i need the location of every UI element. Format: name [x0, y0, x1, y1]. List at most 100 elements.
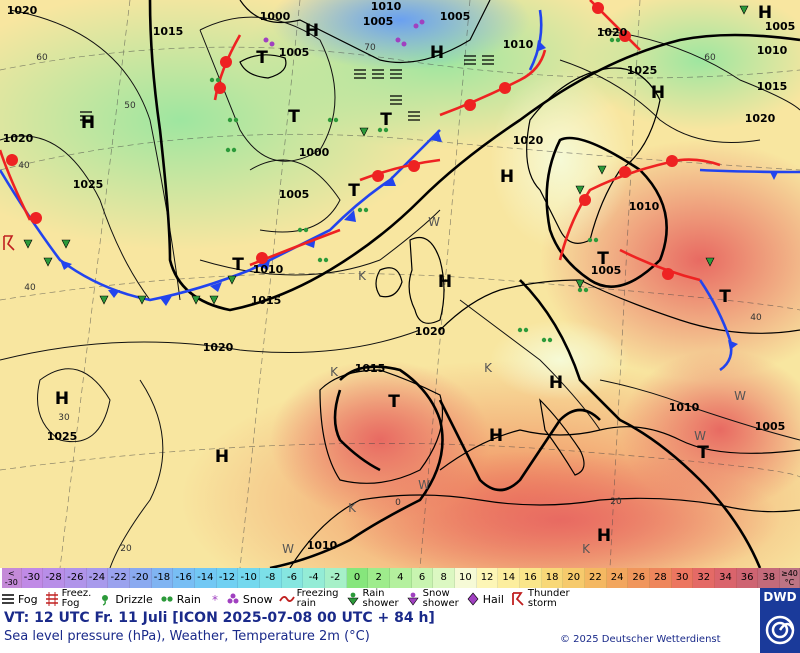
scale-cell: 20 — [563, 568, 586, 588]
grid-label: 70 — [364, 43, 376, 53]
pressure-label: 1010 — [757, 44, 788, 57]
legend-rain-label: Rain — [176, 592, 201, 606]
scale-cell: ≥40 °C — [780, 568, 800, 588]
thunderstorm-marker — [3, 235, 15, 251]
scale-cell: 12 — [476, 568, 499, 588]
scale-cell: -28 — [43, 568, 65, 588]
coast-britain — [408, 236, 445, 324]
legend-snow-shower: Snow shower — [405, 589, 459, 609]
legend-thunderstorm-label-2: storm — [527, 598, 557, 609]
scale-cell: 28 — [650, 568, 672, 588]
scale-cell: 24 — [606, 568, 629, 588]
low-pressure-center: T — [597, 249, 609, 269]
scale-cell: -18 — [151, 568, 174, 588]
svg-text:*: * — [212, 593, 218, 606]
chart-info: VT: 12 UTC Fr. 11 Juli [ICON 2025-07-08 … — [0, 610, 760, 653]
pressure-label: 1005 — [279, 46, 310, 59]
fog-markers — [80, 55, 494, 121]
warm-air-marker: W — [282, 542, 294, 556]
shower-markers — [23, 5, 749, 305]
grid-label: 0 — [395, 498, 401, 508]
high-pressure-center: H — [81, 113, 95, 133]
legend-snow-shower-label-1: Snow — [422, 588, 450, 599]
pressure-label: 1010 — [307, 539, 338, 552]
scale-cell: 14 — [498, 568, 521, 588]
high-pressure-center: H — [549, 373, 563, 393]
legend-thunderstorm-label-1: Thunder — [527, 588, 570, 599]
scale-cell: -2 — [325, 568, 347, 588]
scale-cell: -26 — [64, 568, 87, 588]
fog-icon — [2, 594, 14, 604]
scale-cell: -14 — [194, 568, 217, 588]
pressure-label: 1010 — [371, 0, 402, 13]
pressure-label: 1005 — [591, 264, 622, 277]
dwd-logo: DWD — [760, 588, 800, 653]
scale-cell: 36 — [736, 568, 759, 588]
cool-area-ne — [580, 0, 800, 130]
pressure-label: 1010 — [669, 401, 700, 414]
dwd-swirl-icon — [765, 615, 795, 645]
legend-snow-shower-label-2: shower — [422, 598, 459, 609]
pressure-label: 1015 — [251, 294, 282, 307]
scale-cell: -24 — [86, 568, 109, 588]
dwd-logo-text: DWD — [763, 590, 797, 604]
low-pressure-center: T — [697, 443, 709, 463]
high-pressure-center: H — [430, 43, 444, 63]
pressure-label: 1015 — [153, 25, 184, 38]
scale-cell: < -30 — [2, 568, 22, 588]
scale-cell: -8 — [260, 568, 282, 588]
legend-freez-fog-label-1: Freez. — [61, 588, 92, 599]
pressure-label: 1015 — [355, 362, 386, 375]
low-pressure-center: T — [232, 255, 244, 275]
copyright: © 2025 Deutscher Wetterdienst — [560, 634, 721, 645]
scale-cell: -22 — [108, 568, 130, 588]
pressure-label: 1005 — [279, 188, 310, 201]
scale-cell: -10 — [238, 568, 260, 588]
rain-shower-icon — [346, 592, 359, 606]
snow-markers — [263, 19, 425, 47]
high-pressure-center: H — [55, 389, 69, 409]
pressure-label: 1020 — [597, 26, 628, 39]
pressure-label: 1010 — [253, 263, 284, 276]
snow-icon: * — [212, 593, 218, 606]
cold-air-marker: K — [582, 542, 591, 556]
hail-icon — [467, 592, 479, 606]
scale-cell: 6 — [411, 568, 434, 588]
freezing-rain-icon — [278, 596, 295, 602]
hot-area-turkey — [620, 350, 800, 510]
rain-markers — [209, 37, 621, 343]
scale-cell: -12 — [216, 568, 239, 588]
scale-cell: -20 — [129, 568, 152, 588]
pressure-label: 1000 — [299, 146, 330, 159]
pressure-label: 1020 — [513, 134, 544, 147]
pressure-label: 1020 — [3, 132, 34, 145]
valid-time: VT: 12 UTC Fr. 11 Juli [ICON 2025-07-08 … — [4, 610, 435, 626]
scale-cell: 26 — [628, 568, 651, 588]
warm-fronts — [0, 0, 721, 282]
scale-cell: 38 — [758, 568, 781, 588]
freezing-fog-icon — [45, 592, 58, 606]
grid-label: 40 — [18, 161, 30, 171]
pressure-label: 1020 — [7, 4, 38, 17]
low-pressure-center: T — [256, 48, 268, 68]
grid-label: 50 — [124, 101, 136, 111]
legend-freezing-rain-label-1: Freezing — [296, 588, 339, 599]
scale-cell: 2 — [368, 568, 391, 588]
legend-hail-label: Hail — [482, 592, 504, 606]
scale-cell: 16 — [520, 568, 542, 588]
high-pressure-center: H — [597, 526, 611, 546]
low-pressure-center: T — [719, 287, 731, 307]
snow-heavy-icon — [227, 593, 239, 604]
high-pressure-center: H — [489, 426, 503, 446]
chart-subtitle: Sea level pressure (hPa), Weather, Tempe… — [4, 629, 370, 644]
legend-thunderstorm: Thunder storm — [510, 589, 570, 609]
warm-air-marker: W — [734, 389, 746, 403]
high-pressure-center: H — [438, 272, 452, 292]
pale-area-scandinavia — [490, 70, 630, 250]
legend-rain: Rain — [159, 592, 201, 606]
low-pressure-center: T — [380, 110, 392, 130]
pressure-label: 1005 — [440, 10, 471, 23]
coast-mediterranean — [439, 426, 800, 471]
scale-cell: -4 — [303, 568, 326, 588]
